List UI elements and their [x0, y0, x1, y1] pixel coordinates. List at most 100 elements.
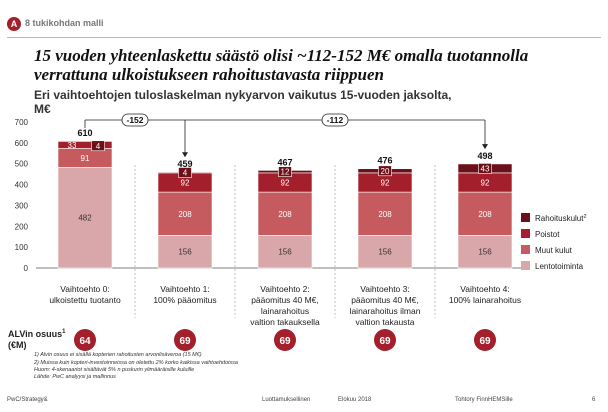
total-label-3: 476	[377, 156, 392, 166]
diff-pill-1	[321, 113, 349, 127]
header-divider	[7, 37, 601, 38]
bar-lentotoiminta-2	[257, 235, 313, 269]
total-label-2: 467	[277, 157, 292, 167]
data-label-poistot-4: 92	[481, 178, 490, 187]
category-label-2-1: pääomitus 40 M€,	[251, 295, 319, 305]
vat-value-1: 69	[179, 336, 191, 347]
vat-circle-1	[174, 329, 196, 351]
diff-arrowhead-1	[482, 144, 488, 150]
vat-label-sup: 1	[62, 329, 66, 335]
y-tick-label-7: 700	[15, 118, 29, 127]
data-label-muut kulut-4: 208	[478, 210, 492, 219]
legend-swatch-3	[521, 261, 530, 270]
section-badge: A	[7, 17, 21, 31]
category-label-3-3: valtion takausta	[355, 317, 414, 327]
category-label-3-1: pääomitus 40 M€,	[351, 295, 419, 305]
footer-date: Elokuu 2018	[338, 397, 372, 403]
legend-label-3: Lentotoiminta	[535, 262, 584, 271]
data-label-lentotoiminta-0: 482	[78, 214, 92, 223]
data-label-poistot-0: 33	[68, 141, 77, 150]
footer-page-number: 6	[592, 397, 596, 403]
data-label-rahoituskulut-0: 4	[96, 142, 101, 151]
total-label-4: 498	[477, 151, 492, 161]
section-label: 8 tukikohdan malli	[25, 18, 104, 28]
data-label-rahoituskulut-4: 43	[481, 164, 490, 173]
vat-circle-4	[474, 329, 496, 351]
data-label-box-4	[478, 163, 492, 174]
data-label-muut kulut-3: 208	[378, 210, 392, 219]
y-tick-label-5: 500	[15, 160, 29, 169]
chart-subtitle: Eri vaihtoehtojen tuloslaskelman nykyarv…	[34, 88, 452, 116]
category-label-3-0: Vaihtoehto 3:	[360, 284, 409, 294]
data-label-lentotoiminta-1: 156	[178, 248, 192, 257]
bar-muut kulut-2	[257, 191, 313, 236]
footer-client: Tohtory FinnHEMSille	[455, 397, 513, 403]
vat-value-4: 69	[479, 336, 491, 347]
vat-circle-0	[74, 329, 96, 351]
bar-muut kulut-3	[357, 191, 413, 236]
bar-lentotoiminta-0	[57, 167, 113, 269]
bar-lentotoiminta-4	[457, 235, 513, 269]
vat-label-line1: ALVin osuus	[8, 329, 63, 339]
y-tick-label-3: 300	[15, 201, 29, 210]
legend-swatch-1	[521, 229, 530, 238]
bar-lentotoiminta-3	[357, 235, 413, 269]
vat-value-2: 69	[279, 336, 291, 347]
total-label-1: 459	[177, 159, 192, 169]
page-title: 15 vuoden yhteenlaskettu säästö olisi ~1…	[34, 46, 529, 84]
category-label-3-2: lainarahoitus ilman	[350, 306, 421, 316]
category-label-1-0: Vaihtoehto 1:	[160, 284, 209, 294]
y-tick-label-4: 400	[15, 181, 29, 190]
category-label-0-1: ulkoistettu tuotanto	[49, 295, 121, 305]
footer-company: PwC/Strategy&	[7, 397, 48, 403]
vat-circle-2	[274, 329, 296, 351]
total-label-0: 610	[77, 128, 92, 138]
footer-confidential: Luottamuksellinen	[262, 397, 311, 403]
category-label-4-0: Vaihtoehto 4:	[460, 284, 509, 294]
legend-swatch-2	[521, 245, 530, 254]
vat-label-line2: (€M)	[8, 340, 27, 350]
data-label-rahoituskulut-2: 12	[281, 168, 290, 177]
data-label-muut kulut-2: 208	[278, 210, 292, 219]
diff-label-0: -152	[126, 115, 143, 125]
data-label-lentotoiminta-4: 156	[478, 248, 492, 257]
category-label-1-1: 100% pääomitus	[153, 295, 216, 305]
data-label-muut kulut-0: 91	[81, 154, 90, 163]
bar-rahoituskulut-0	[57, 140, 113, 142]
footnote-4: Lähde: PwC analyysi ja mallinnus	[34, 374, 116, 380]
category-label-2-2: lainarahoitus	[261, 306, 309, 316]
footnote-2: 2) Muissa kuin kopteri-investoinneissa o…	[34, 360, 238, 366]
data-label-box-3	[378, 165, 392, 177]
vat-circle-3	[374, 329, 396, 351]
data-label-box-1	[178, 167, 192, 178]
data-label-box-0	[91, 140, 105, 152]
data-label-poistot-3: 92	[381, 178, 390, 187]
y-tick-label-2: 200	[15, 222, 29, 231]
data-label-poistot-2: 92	[281, 178, 290, 187]
legend-label-2: Muut kulut	[535, 246, 573, 255]
category-label-2-0: Vaihtoehto 2:	[260, 284, 309, 294]
data-label-lentotoiminta-3: 156	[378, 248, 392, 257]
y-tick-label-0: 0	[24, 264, 29, 273]
vat-label: ALVin osuus1 (€M)	[8, 327, 66, 351]
bar-muut kulut-4	[457, 191, 513, 236]
data-label-lentotoiminta-2: 156	[278, 248, 292, 257]
legend-label-1: Poistot	[535, 230, 560, 239]
bar-lentotoiminta-1	[157, 235, 213, 269]
data-label-rahoituskulut-3: 20	[381, 167, 390, 176]
legend-label-0: Rahoituskulut2	[535, 214, 587, 223]
footnote-1: 1) Alvin osuus ei sisällä kopterien raho…	[34, 352, 202, 358]
vat-value-0: 64	[79, 336, 91, 347]
vat-value-3: 69	[379, 336, 391, 347]
y-tick-label-1: 100	[15, 243, 29, 252]
bar-muut kulut-1	[157, 191, 213, 236]
y-tick-label-6: 600	[15, 139, 29, 148]
legend-swatch-0	[521, 213, 530, 222]
data-label-muut kulut-1: 208	[178, 210, 192, 219]
category-label-0-0: Vaihtoehto 0:	[60, 284, 109, 294]
data-label-box-2	[278, 166, 292, 177]
diff-pill-0	[121, 113, 149, 127]
category-label-2-3: valtion takauksella	[250, 317, 320, 327]
category-label-4-1: 100% lainarahoitus	[449, 295, 521, 305]
